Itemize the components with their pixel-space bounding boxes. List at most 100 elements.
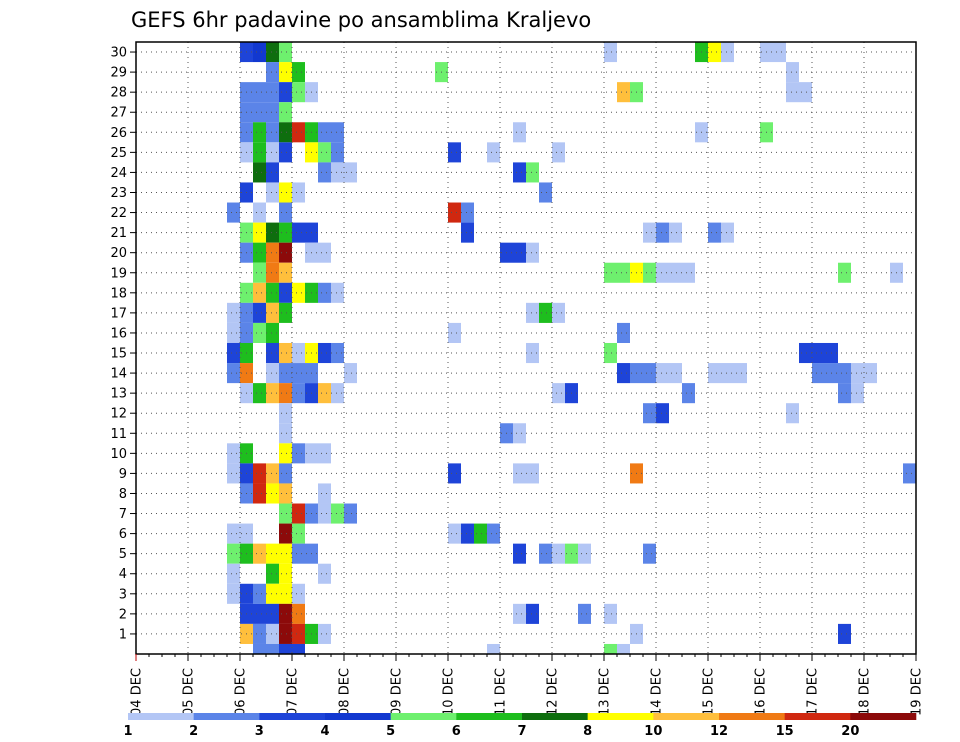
heatmap-cell (253, 583, 266, 604)
colorbar-label: 3 (255, 724, 264, 739)
heatmap-cell (253, 623, 266, 644)
heatmap-cell (253, 162, 266, 183)
y-tick-label: 10 (110, 447, 127, 462)
heatmap-cell (253, 142, 266, 163)
y-axis: 1234567891011121314151617181920212223242… (110, 46, 136, 642)
heatmap-cell (344, 503, 357, 524)
y-tick-label: 12 (110, 407, 127, 422)
heatmap-cell (266, 322, 279, 343)
heatmap-cell (227, 543, 240, 564)
colorbar-label: 1 (123, 724, 132, 739)
heatmap-cell (279, 623, 292, 644)
heatmap-cell (682, 262, 695, 283)
heatmap-cell (656, 363, 669, 384)
heatmap-cell (656, 262, 669, 283)
x-tick-label: 12 DEC (546, 668, 561, 716)
heatmap-cell (513, 122, 526, 143)
heatmap-cell (279, 463, 292, 484)
heatmap-cell (266, 302, 279, 323)
y-tick-label: 5 (119, 547, 127, 562)
heatmap-cell (552, 383, 565, 404)
heatmap-cell (266, 162, 279, 183)
heatmap-cell (292, 523, 305, 544)
heatmap-cell (292, 603, 305, 624)
heatmap-cell (552, 142, 565, 163)
heatmap-cell (279, 122, 292, 143)
colorbar-swatch (587, 713, 654, 720)
heatmap-cell (253, 202, 266, 223)
heatmap-cell (292, 122, 305, 143)
heatmap-cell (266, 62, 279, 83)
heatmap-cell (513, 162, 526, 183)
x-tick-label: 04 DEC (130, 668, 145, 716)
heatmap-cell (617, 643, 630, 654)
heatmap-cell (682, 383, 695, 404)
x-tick-label: 14 DEC (650, 668, 665, 716)
heatmap-cell (292, 443, 305, 464)
heatmap-cell (838, 262, 851, 283)
heatmap-cell (318, 242, 331, 263)
heatmap-cell (279, 563, 292, 584)
heatmap-cell (279, 222, 292, 243)
x-tick-label: 15 DEC (702, 668, 717, 716)
heatmap-cell (227, 583, 240, 604)
heatmap-cell (318, 563, 331, 584)
x-tick-label: 09 DEC (390, 668, 405, 716)
heatmap-cell (266, 363, 279, 384)
y-tick-label: 27 (110, 106, 127, 121)
heatmap-cell (253, 643, 266, 654)
heatmap-cell (786, 82, 799, 103)
colorbar-label: 20 (841, 724, 859, 739)
y-tick-label: 20 (110, 246, 127, 261)
heatmap-cell (292, 623, 305, 644)
heatmap-cell (279, 242, 292, 263)
heatmap-cell (253, 322, 266, 343)
heatmap-cell (292, 543, 305, 564)
heatmap-cell (526, 342, 539, 364)
colorbar-swatch (784, 713, 851, 720)
heatmap-cell (864, 363, 877, 384)
heatmap-cell (292, 363, 305, 384)
heatmap-cell (812, 342, 825, 364)
heatmap-cell (227, 443, 240, 464)
heatmap-cell (266, 583, 279, 604)
heatmap-cell (318, 162, 331, 183)
heatmap-cell (448, 322, 461, 343)
colorbar-swatch (390, 713, 457, 720)
heatmap-cell (331, 342, 344, 364)
x-tick-label: 13 DEC (598, 668, 613, 716)
heatmap-cell (708, 363, 721, 384)
heatmap-cell (253, 122, 266, 143)
y-tick-label: 28 (110, 86, 127, 101)
heatmap-cell (851, 383, 864, 404)
heatmap-cell (266, 102, 279, 123)
heatmap-cell (279, 182, 292, 203)
x-tick-label: 19 DEC (910, 668, 925, 716)
heatmap-cell (253, 543, 266, 564)
colorbar-swatch (522, 713, 588, 720)
y-tick-label: 25 (110, 146, 127, 161)
y-tick-label: 17 (110, 306, 127, 321)
y-tick-label: 11 (110, 427, 127, 442)
y-tick-label: 15 (110, 347, 127, 362)
colorbar-label: 4 (320, 724, 329, 739)
heatmap-cell (292, 82, 305, 103)
heatmap-cell (656, 222, 669, 243)
heatmap-cell (903, 463, 916, 484)
x-tick-label: 18 DEC (858, 668, 873, 716)
heatmap-cell (513, 242, 526, 263)
colorbar-swatch (325, 713, 391, 720)
heatmap-cell (448, 523, 461, 544)
heatmap-cell (292, 282, 305, 303)
heatmap-cell (786, 403, 799, 424)
heatmap-cell (266, 483, 279, 504)
x-tick-label: 10 DEC (442, 668, 457, 716)
heatmap-cell (331, 282, 344, 303)
heatmap-cell (292, 383, 305, 404)
colorbar-swatch (719, 713, 785, 720)
y-tick-label: 6 (119, 527, 127, 542)
heatmap-cell (279, 82, 292, 103)
y-tick-label: 24 (110, 166, 127, 181)
heatmap-cell (266, 42, 279, 63)
x-tick-label: 16 DEC (754, 668, 769, 716)
